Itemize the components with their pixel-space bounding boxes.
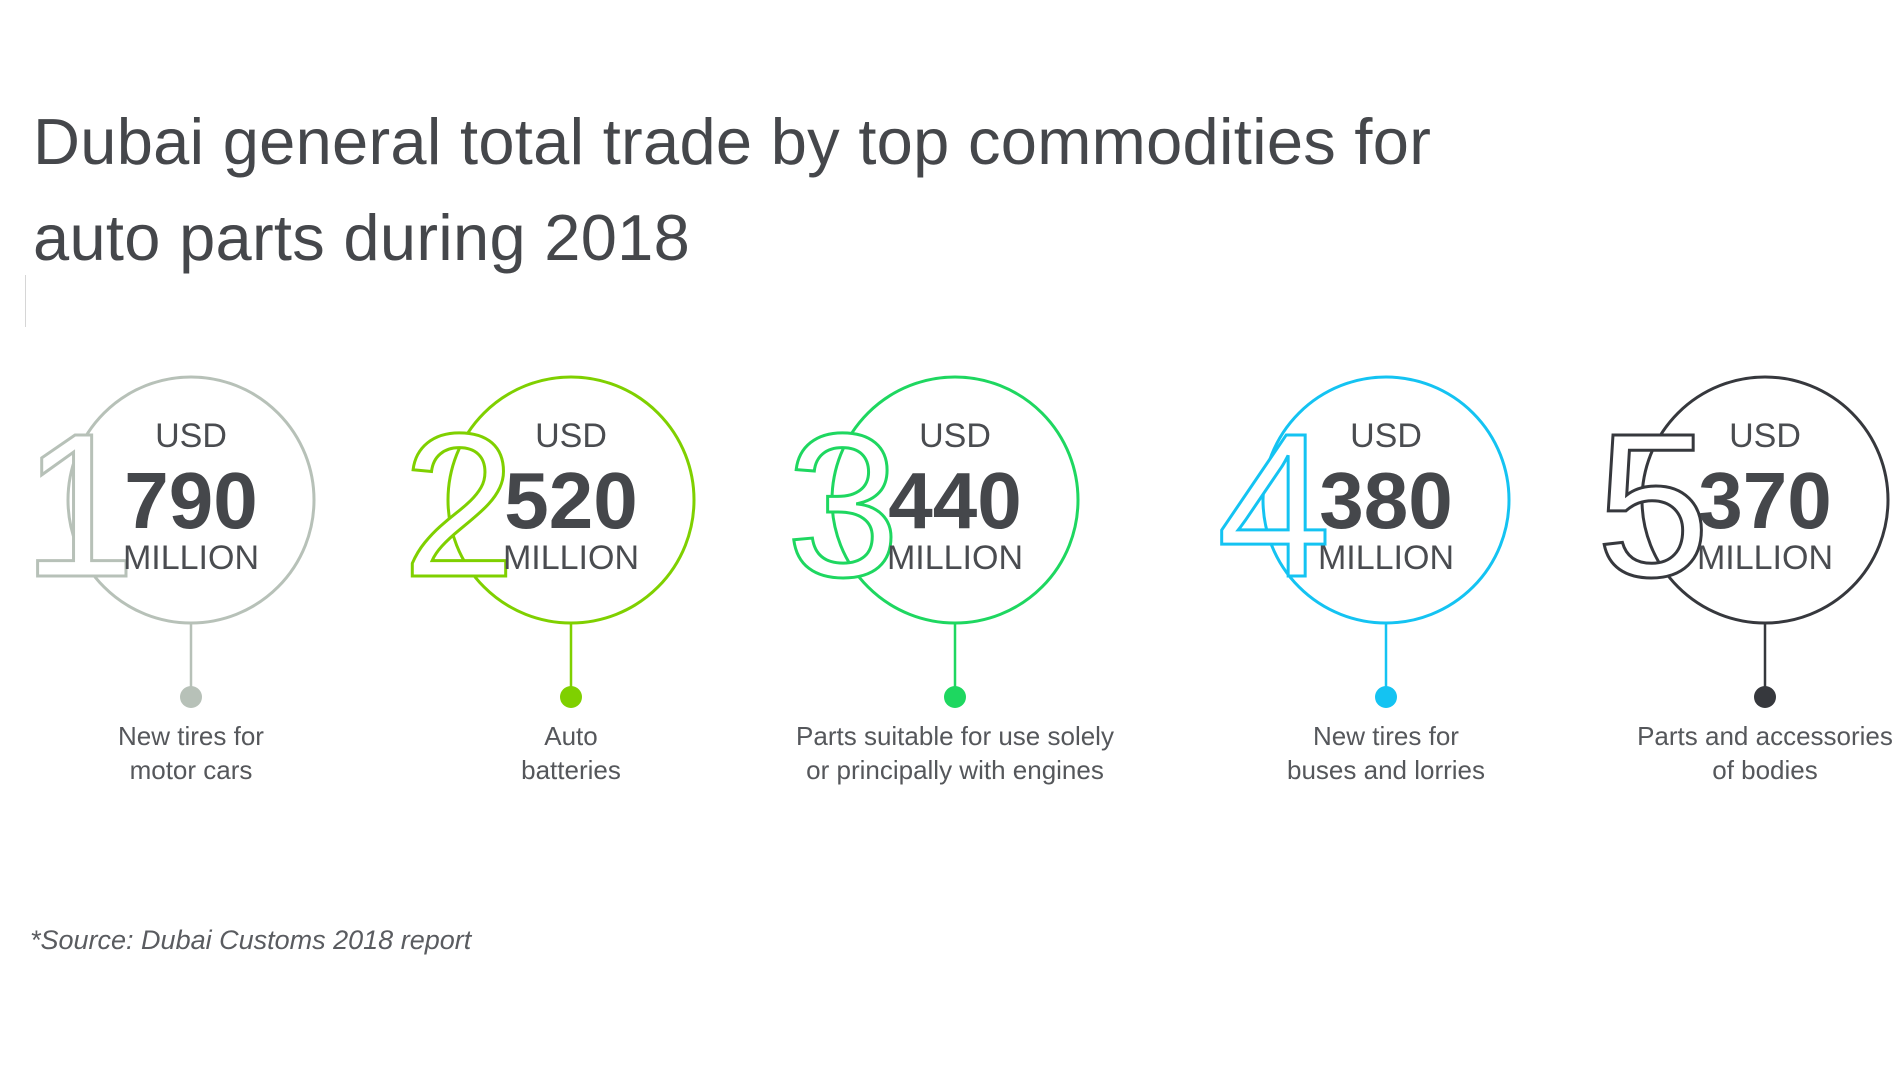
category-label-line-1: Auto — [544, 721, 598, 751]
value-label: 520 — [504, 456, 637, 545]
source-note: *Source: Dubai Customs 2018 report — [30, 925, 472, 955]
category-label-line-2: buses and lorries — [1287, 755, 1485, 785]
unit-label: MILLION — [1318, 539, 1454, 577]
category-label-line-2: or principally with engines — [806, 755, 1104, 785]
chart-title-line-1: Dubai general total trade by top commodi… — [33, 105, 1432, 178]
chart-title: Dubai general total trade by top commodi… — [33, 94, 1431, 286]
currency-label: USD — [155, 417, 227, 455]
category-label-line-1: New tires for — [118, 721, 264, 751]
unit-label: MILLION — [887, 539, 1023, 577]
unit-label: MILLION — [503, 539, 639, 577]
marker-dot — [944, 686, 966, 708]
rank-number-3: 3 — [786, 391, 900, 620]
category-label-line-1: Parts and accessories — [1637, 721, 1893, 751]
divider-line — [25, 275, 26, 327]
category-label-line-1: New tires for — [1313, 721, 1459, 751]
chart-title-line-2: auto parts during 2018 — [33, 201, 691, 274]
value-label: 380 — [1319, 456, 1452, 545]
rank-number-1: 1 — [22, 391, 136, 620]
unit-label: MILLION — [123, 539, 259, 577]
category-label-line-2: motor cars — [130, 755, 253, 785]
currency-label: USD — [1729, 417, 1801, 455]
category-label-line-2: of bodies — [1712, 755, 1818, 785]
currency-label: USD — [535, 417, 607, 455]
value-label: 370 — [1698, 456, 1831, 545]
category-label-line-1: Parts suitable for use solely — [796, 721, 1114, 751]
marker-dot — [1375, 686, 1397, 708]
rank-number-4: 4 — [1217, 391, 1331, 620]
currency-label: USD — [1350, 417, 1422, 455]
marker-dot — [560, 686, 582, 708]
rank-number-5: 5 — [1596, 391, 1710, 620]
marker-dot — [1754, 686, 1776, 708]
value-label: 440 — [888, 456, 1021, 545]
rank-number-2: 2 — [402, 391, 516, 620]
value-label: 790 — [124, 456, 257, 545]
unit-label: MILLION — [1697, 539, 1833, 577]
marker-dot — [180, 686, 202, 708]
currency-label: USD — [919, 417, 991, 455]
category-label-line-2: batteries — [521, 755, 621, 785]
